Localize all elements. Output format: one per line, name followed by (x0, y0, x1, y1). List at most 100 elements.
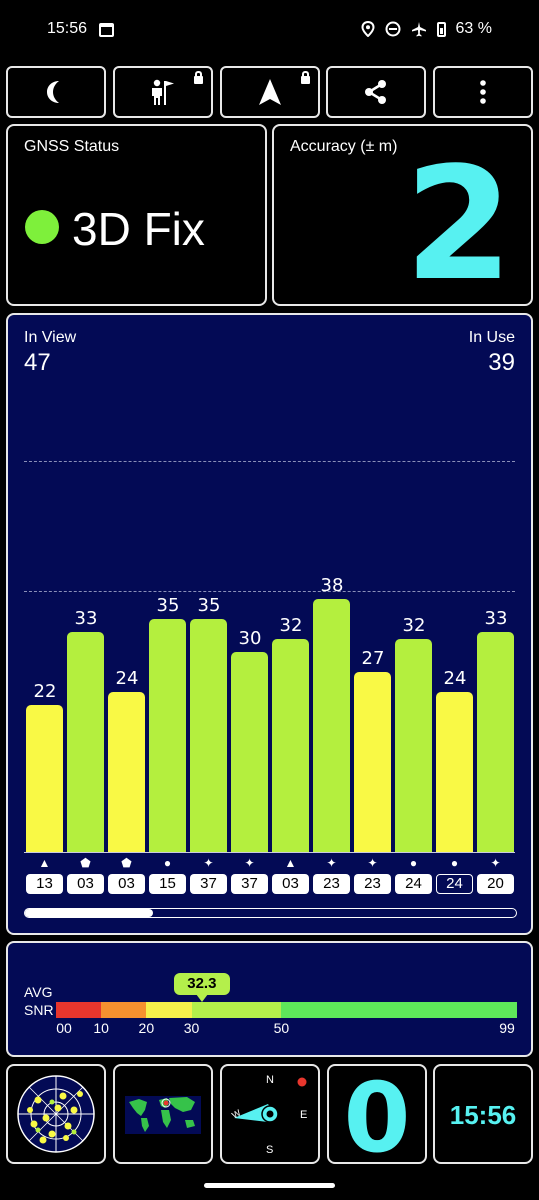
navigation-button[interactable] (220, 66, 320, 118)
snr-label-snr: SNR (24, 1002, 54, 1018)
fix-status: 3D Fix (72, 203, 205, 255)
signal-bar[interactable] (67, 631, 104, 852)
clock-tile[interactable]: 15:56 (433, 1064, 533, 1164)
star-constellation-icon: ✦ (367, 856, 378, 870)
compass-south: S (266, 1144, 274, 1156)
status-bar: 15:56 63 % (0, 0, 539, 62)
snr-scale-bar (56, 1002, 517, 1018)
signal-bar-label: 24 (443, 667, 467, 689)
calendar-icon (99, 23, 114, 37)
satellite-id: 13 (26, 874, 63, 894)
snr-label-avg: AVG (24, 984, 53, 1000)
signal-bar[interactable] (477, 631, 514, 852)
accuracy-label: Accuracy (± m) (290, 138, 398, 155)
status-icons: 63 % (361, 20, 492, 38)
satellite-id: 20 (477, 874, 514, 894)
signal-bar-label: 22 (33, 681, 57, 703)
signal-bar[interactable] (354, 671, 391, 852)
lock-icon (194, 71, 203, 84)
snr-segment (146, 1002, 192, 1018)
more-vert-icon (480, 80, 486, 104)
in-use-label: In Use (468, 329, 515, 346)
scroll-thumb[interactable] (25, 909, 153, 917)
accuracy-value: 2 (404, 133, 513, 315)
snr-segment (281, 1002, 517, 1018)
status-time: 15:56 (47, 20, 88, 37)
navigation-arrow-icon (259, 79, 281, 105)
satellite-id: 03 (108, 874, 145, 894)
compass-north: N (266, 1074, 274, 1086)
airplane-icon (411, 22, 426, 37)
satellite-id: 03 (67, 874, 104, 894)
signal-bar[interactable] (436, 691, 473, 852)
in-use-count: 39 (488, 349, 515, 376)
circle-constellation-icon: ● (163, 856, 172, 870)
signal-bar-label: 33 (74, 607, 98, 629)
snr-panel: AVG SNR 32.3 00 10 20 30 50 99 (6, 941, 533, 1057)
pentagon-constellation-icon: ⬟ (80, 856, 91, 870)
snr-tick-label: 20 (138, 1020, 155, 1036)
snr-tick-label: 10 (93, 1020, 109, 1036)
signal-bar[interactable] (149, 618, 186, 852)
chart-baseline (24, 852, 515, 853)
satellite-id: 03 (272, 874, 309, 894)
fix-indicator-dot (25, 210, 59, 244)
satellite-id: 24 (436, 874, 473, 894)
toolbar (6, 66, 533, 118)
satellite-id: 23 (354, 874, 391, 894)
gnss-status-label: GNSS Status (24, 138, 120, 155)
sky-radar-tile[interactable] (6, 1064, 106, 1164)
more-options-button[interactable] (433, 66, 533, 118)
speed-tile[interactable]: 0 (327, 1062, 427, 1174)
accuracy-card[interactable]: Accuracy (± m) 2 (272, 124, 533, 306)
signal-bar-label: 33 (484, 607, 508, 629)
star-constellation-icon: ✦ (490, 856, 501, 870)
speed-value: 0 (343, 1062, 411, 1174)
compass-icon (234, 1077, 307, 1123)
star-constellation-icon: ✦ (326, 856, 337, 870)
snr-tick-label: 99 (499, 1020, 515, 1036)
grid-line (24, 591, 515, 592)
signal-bar[interactable] (231, 651, 268, 852)
pentagon-constellation-icon: ⬟ (121, 856, 132, 870)
triangle-constellation-icon: ▲ (38, 856, 51, 870)
signal-bar[interactable] (108, 691, 145, 852)
signal-bar[interactable] (26, 705, 63, 852)
signal-bar[interactable] (313, 598, 350, 852)
lock-icon (301, 71, 310, 84)
signal-bar-label: 35 (156, 594, 180, 616)
signal-bar-label: 27 (361, 647, 385, 669)
signal-bar[interactable] (190, 618, 227, 852)
compass-tile[interactable]: N E S W (220, 1064, 320, 1164)
night-mode-button[interactable] (6, 66, 106, 118)
in-view-count: 47 (24, 349, 51, 376)
snr-tick-label: 00 (56, 1020, 72, 1036)
snr-segment (101, 1002, 147, 1018)
moon-icon (47, 81, 59, 103)
gnss-status-card[interactable]: GNSS Status 3D Fix (6, 124, 267, 306)
battery-icon (436, 21, 446, 37)
snr-segment (56, 1002, 102, 1018)
sky-radar-icon (17, 1075, 95, 1153)
snr-segment (191, 1002, 282, 1018)
flag-person-button[interactable] (113, 66, 213, 118)
signal-bar[interactable] (395, 638, 432, 852)
signal-bar[interactable] (272, 638, 309, 852)
snr-tick-label: 50 (273, 1020, 290, 1036)
compass-east: E (300, 1109, 308, 1121)
signal-bar-label: 38 (320, 574, 344, 596)
satellite-id: 24 (395, 874, 432, 894)
world-map-tile[interactable] (113, 1064, 213, 1164)
star-constellation-icon: ✦ (244, 856, 255, 870)
triangle-constellation-icon: ▲ (284, 856, 297, 870)
share-icon (365, 80, 386, 104)
signal-bar-label: 24 (115, 667, 139, 689)
share-button[interactable] (326, 66, 426, 118)
flag-person-icon (152, 79, 174, 105)
satellite-id: 37 (190, 874, 227, 894)
dnd-icon (385, 21, 401, 37)
signal-bar-label: 32 (402, 614, 426, 636)
satellite-signal-chart[interactable]: In View 47 In Use 39 22 ▲ 13 33 ⬟ 03 24 ⬟ 03 35 ● 1… (6, 313, 533, 935)
chart-scrollbar[interactable] (24, 908, 517, 918)
home-indicator[interactable] (204, 1183, 335, 1188)
